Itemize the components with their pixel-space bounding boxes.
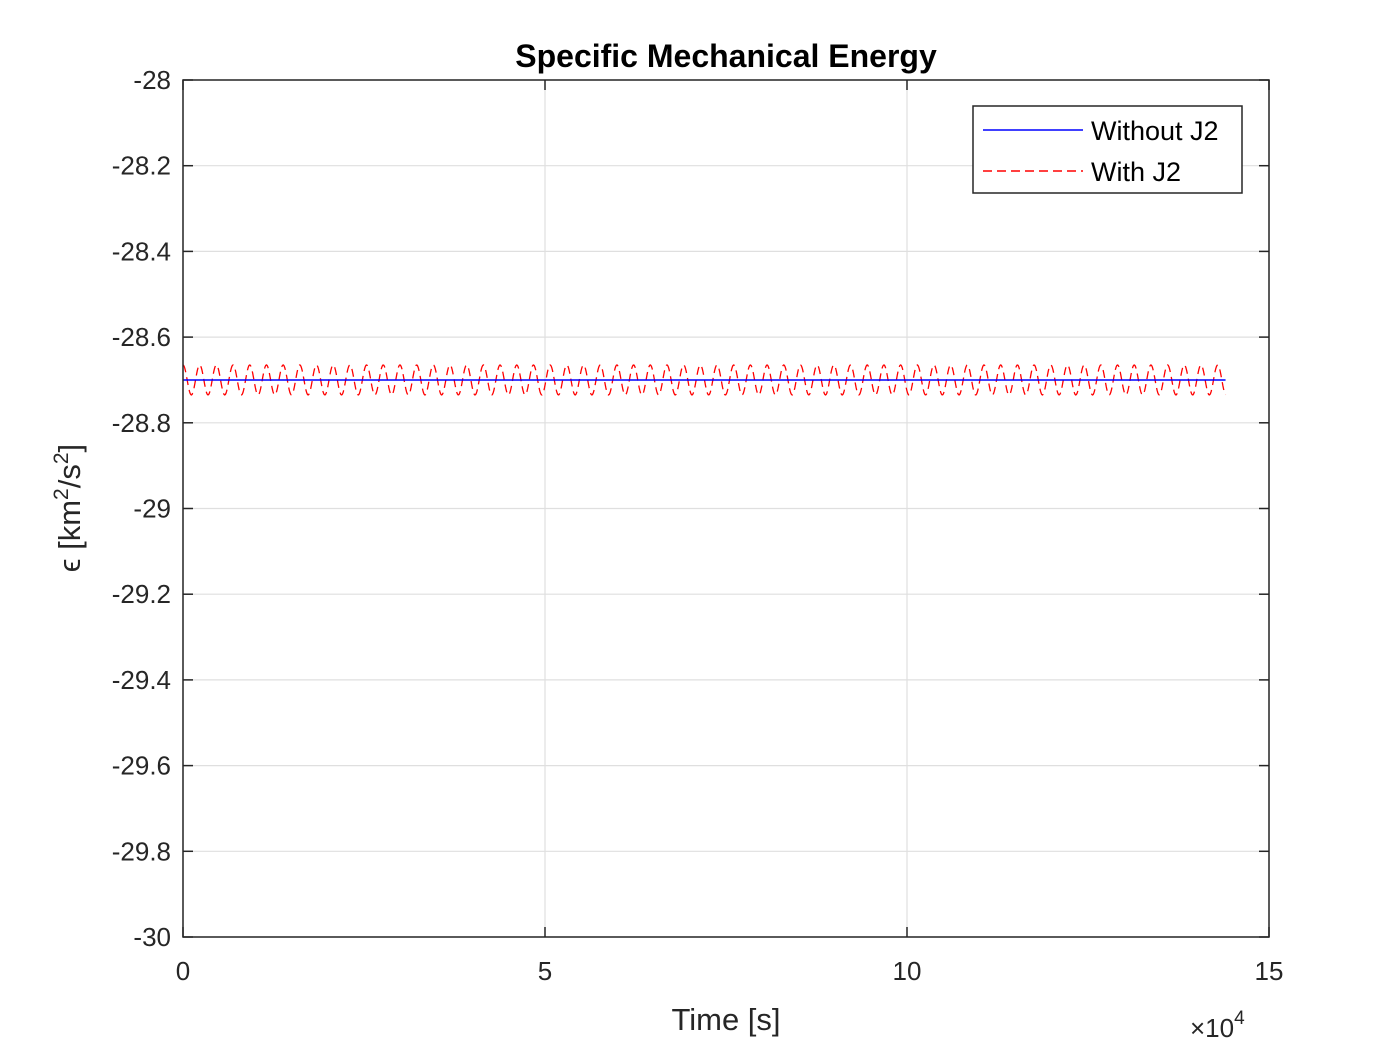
x-axis-label: Time [s] <box>671 1002 780 1037</box>
y-tick-label: -29.8 <box>112 836 171 866</box>
y-tick-label: -29.2 <box>112 579 171 609</box>
x-tick-label: 5 <box>538 956 552 986</box>
x-axis-exponent: ×104 <box>1190 1008 1245 1043</box>
chart-title: Specific Mechanical Energy <box>515 38 937 74</box>
legend-label-without-j2: Without J2 <box>1091 116 1219 146</box>
y-tick-label: -28.2 <box>112 151 171 181</box>
legend-label-with-j2: With J2 <box>1091 157 1181 187</box>
y-tick-labels: -30 -29.8 -29.6 -29.4 -29.2 -29 -28.8 -28.6 -28.… <box>112 65 171 952</box>
x-tick-labels: 0 5 10 15 <box>176 956 1284 986</box>
y-tick-label: -29.6 <box>112 751 171 781</box>
y-axis-label: ϵ [km2/s2] <box>50 444 87 572</box>
legend: Without J2 With J2 <box>972 105 1243 194</box>
x-tick-label: 0 <box>176 956 190 986</box>
data-series <box>182 364 1227 396</box>
y-tick-label: -30 <box>133 922 171 952</box>
x-tick-label: 10 <box>893 956 922 986</box>
y-tick-label: -28.4 <box>112 236 171 266</box>
y-tick-label: -28.6 <box>112 322 171 352</box>
y-tick-label: -28 <box>133 65 171 95</box>
x-tick-label: 15 <box>1255 956 1284 986</box>
y-tick-label: -29.4 <box>112 665 171 695</box>
y-tick-label: -28.8 <box>112 408 171 438</box>
series-line-with-j2 <box>182 364 1227 396</box>
legend-box <box>972 105 1243 194</box>
axis-ticks <box>182 79 1270 938</box>
y-tick-label: -29 <box>133 494 171 524</box>
